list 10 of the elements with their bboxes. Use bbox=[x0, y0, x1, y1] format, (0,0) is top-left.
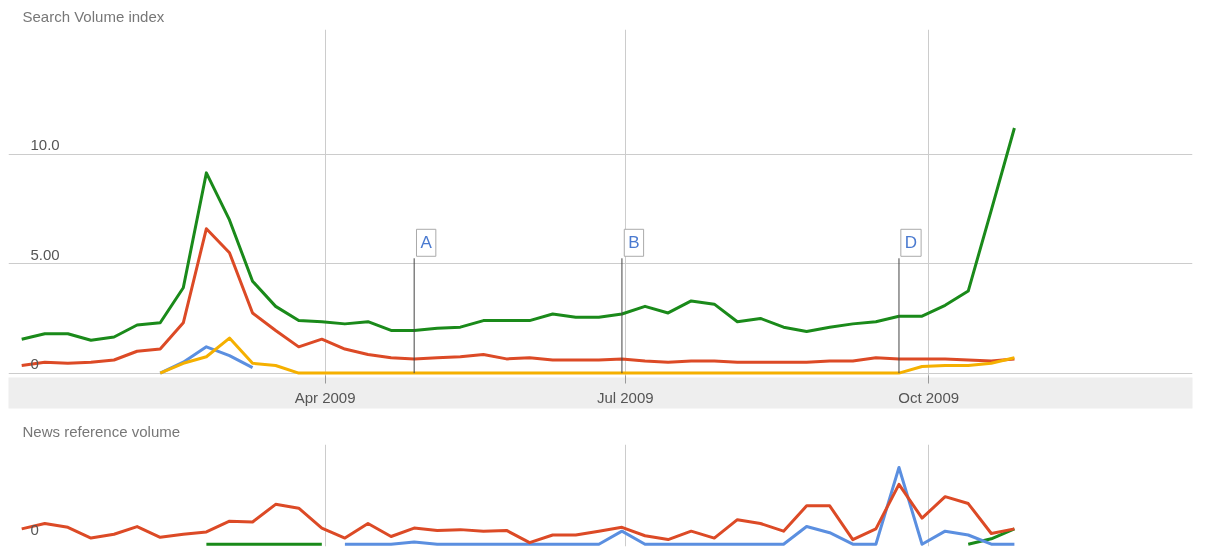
annotation: B bbox=[628, 233, 640, 253]
x-tick-label: Jul 2009 bbox=[596, 388, 654, 406]
y-axis-title: Search Volume index bbox=[22, 7, 165, 25]
x-tick-label: Oct 2009 bbox=[898, 388, 960, 406]
y-tick-label: 5.00 bbox=[30, 245, 60, 263]
annotation: D bbox=[904, 233, 918, 253]
x-tick-label: Apr 2009 bbox=[294, 388, 356, 406]
y-axis-title: News reference volume bbox=[22, 422, 181, 440]
annotation: A bbox=[420, 233, 433, 253]
y-tick-label: 10.0 bbox=[30, 136, 60, 154]
